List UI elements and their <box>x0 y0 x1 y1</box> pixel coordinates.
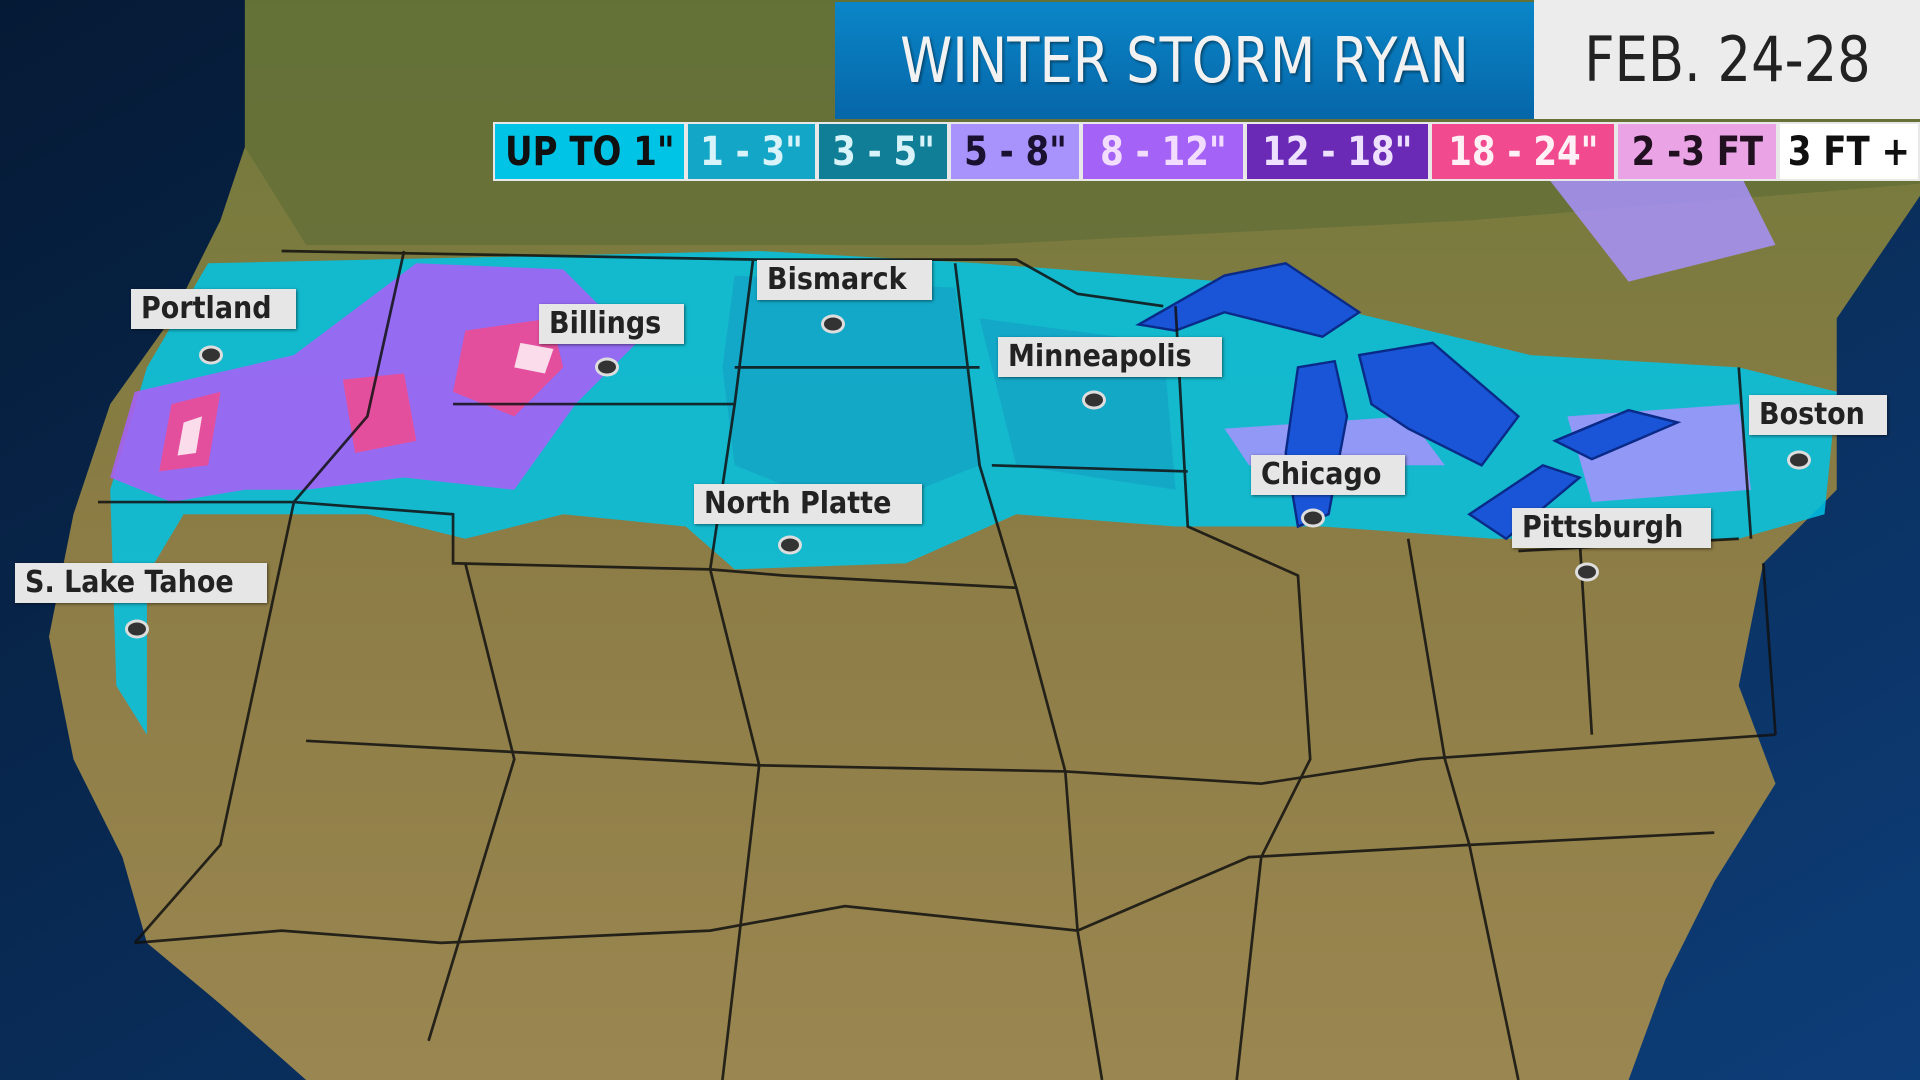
snow-extreme <box>159 318 564 472</box>
city-marker-south-lake-tahoe <box>125 619 149 639</box>
city-marker-portland <box>199 345 223 365</box>
city-label-boston: Boston <box>1749 395 1887 435</box>
city-marker-pittsburgh <box>1575 562 1599 582</box>
legend-8-12: 8 - 12" <box>1081 122 1245 181</box>
great-lakes <box>1135 261 1682 541</box>
legend-up-to-1: UP TO 1" <box>493 122 686 181</box>
city-marker-chicago <box>1301 508 1325 528</box>
legend-5-8: 5 - 8" <box>949 122 1081 181</box>
city-marker-minneapolis <box>1082 390 1106 410</box>
date-range: FEB. 24-28 <box>1583 23 1871 96</box>
storm-title-banner: WINTER STORM RYAN <box>835 2 1534 119</box>
city-marker-bismarck <box>821 314 845 334</box>
snowfall-legend: UP TO 1" 1 - 3" 3 - 5" 5 - 8" 8 - 12" 12… <box>493 122 1920 181</box>
storm-title: WINTER STORM RYAN <box>900 24 1469 97</box>
city-label-bismarck: Bismarck <box>757 260 933 300</box>
city-label-south-lake-tahoe: S. Lake Tahoe <box>15 563 267 603</box>
city-label-chicago: Chicago <box>1251 455 1405 495</box>
city-label-minneapolis: Minneapolis <box>998 337 1222 377</box>
city-label-north-platte: North Platte <box>694 484 923 524</box>
legend-2-3-ft: 2 -3 FT <box>1616 122 1778 181</box>
legend-3-5: 3 - 5" <box>817 122 949 181</box>
state-borders <box>97 249 1777 1080</box>
legend-12-18: 12 - 18" <box>1245 122 1430 181</box>
legend-18-24: 18 - 24" <box>1430 122 1616 181</box>
city-marker-billings <box>595 357 619 377</box>
city-marker-north-platte <box>778 535 802 555</box>
city-label-portland: Portland <box>131 289 297 329</box>
city-marker-boston <box>1787 450 1811 470</box>
city-label-billings: Billings <box>539 304 684 344</box>
city-label-pittsburgh: Pittsburgh <box>1512 508 1712 548</box>
legend-3-ft-plus: 3 FT + <box>1778 122 1920 181</box>
snow-band-medium <box>722 275 1176 515</box>
legend-1-3: 1 - 3" <box>686 122 817 181</box>
date-range-banner: FEB. 24-28 <box>1534 0 1920 119</box>
